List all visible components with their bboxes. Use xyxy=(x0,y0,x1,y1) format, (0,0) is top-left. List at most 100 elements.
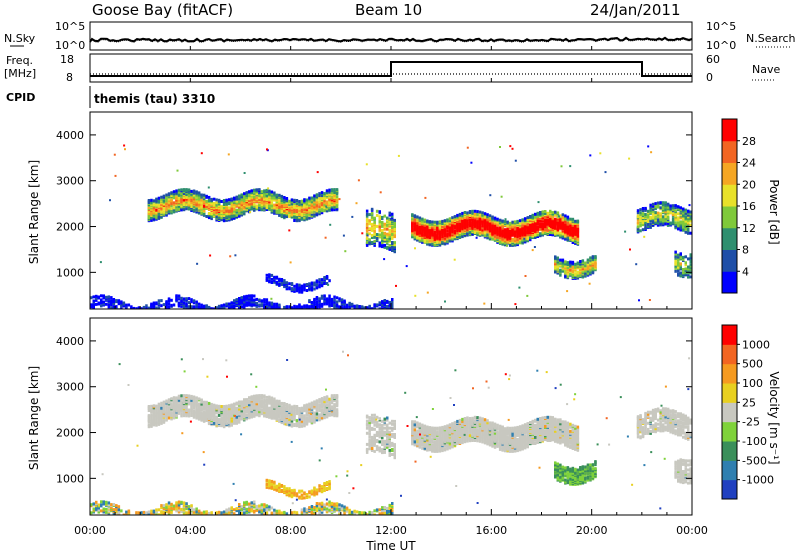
velocity-cell xyxy=(215,415,218,419)
power-cell xyxy=(661,219,665,223)
velocity-cell xyxy=(165,404,168,408)
power-cell xyxy=(431,242,434,246)
velocity-cell xyxy=(155,419,158,423)
velocity-cell xyxy=(220,405,223,408)
power-cell xyxy=(458,233,462,236)
power-cell xyxy=(200,205,203,209)
power-cell xyxy=(379,309,382,312)
power-cell xyxy=(513,220,517,224)
power-cell xyxy=(197,191,201,195)
nave-tick-bottom: 0 xyxy=(706,71,713,84)
power-cell xyxy=(448,229,452,233)
power-cell xyxy=(260,299,264,303)
power-cell xyxy=(376,312,379,315)
power-cell xyxy=(679,208,682,212)
power-cell xyxy=(205,312,208,315)
power-cell xyxy=(286,309,289,312)
power-cell xyxy=(308,196,311,200)
power-cell xyxy=(273,210,276,214)
power-cell xyxy=(202,199,206,203)
velocity-cell xyxy=(240,409,243,413)
power-colorbar-label: Power [dB] xyxy=(767,179,781,244)
power-cell xyxy=(679,206,682,210)
power-cell xyxy=(493,234,497,238)
power-cell xyxy=(383,214,386,218)
power-cell xyxy=(338,198,341,201)
power-cell xyxy=(370,241,374,244)
freq-tick-bottom: 8 xyxy=(66,71,73,84)
power-cell xyxy=(320,302,324,306)
power-cell xyxy=(250,206,253,210)
velocity-cell xyxy=(182,394,186,398)
velocity-cell xyxy=(180,394,183,398)
power-cell xyxy=(303,198,306,202)
power-cell xyxy=(315,283,319,287)
power-cell xyxy=(677,205,680,209)
power-cell xyxy=(155,197,158,201)
power-cell xyxy=(313,194,316,198)
power-cell xyxy=(335,300,339,304)
power-cell xyxy=(250,297,253,301)
power-cell xyxy=(190,305,193,309)
power-cell xyxy=(508,242,512,246)
power-cell xyxy=(245,301,248,305)
power-cell xyxy=(355,202,358,205)
power-cell xyxy=(253,197,256,201)
power-cell xyxy=(187,200,191,204)
power-cell xyxy=(682,220,685,224)
velocity-cell xyxy=(235,411,238,415)
power-cell xyxy=(197,204,201,208)
power-cell xyxy=(561,269,565,273)
power-cell xyxy=(518,225,522,229)
date-title: 24/Jan/2011 xyxy=(590,1,681,19)
power-cell xyxy=(140,307,143,309)
power-cell xyxy=(212,212,216,216)
power-cell xyxy=(290,287,294,291)
power-cell xyxy=(157,306,161,309)
power-cell xyxy=(207,305,211,309)
power-cell xyxy=(549,209,552,213)
power-cell xyxy=(381,235,384,238)
power-cell xyxy=(383,302,386,305)
noise-panel-frame xyxy=(89,21,693,51)
power-cell xyxy=(148,311,151,314)
power-cell xyxy=(323,192,326,196)
power-cell xyxy=(323,201,326,205)
power-cell xyxy=(228,198,231,202)
power-cell xyxy=(674,256,677,260)
power-cell xyxy=(453,218,457,222)
velocity-cell xyxy=(248,414,251,418)
power-cell xyxy=(318,200,321,204)
power-cell xyxy=(187,203,191,207)
noise-left-tick-bottom: 10^0 xyxy=(55,39,85,52)
power-cell xyxy=(588,282,591,285)
velocity-cell xyxy=(187,396,191,400)
power-cell xyxy=(679,213,682,217)
power-cell xyxy=(205,194,208,198)
power-cell xyxy=(473,219,477,223)
power-cell xyxy=(441,240,444,244)
power-cell xyxy=(674,209,677,213)
power-cell xyxy=(414,247,416,250)
power-cell xyxy=(133,311,136,314)
power-cell xyxy=(638,299,640,302)
power-cell xyxy=(280,282,284,285)
power-cell xyxy=(293,304,296,308)
power-cell xyxy=(476,210,479,214)
velocity-cell xyxy=(182,409,186,413)
power-cell xyxy=(451,235,454,239)
power-cell xyxy=(303,312,306,315)
power-cell xyxy=(687,257,690,261)
velocity-cell xyxy=(202,410,206,414)
power-cell xyxy=(548,227,550,230)
power-cell xyxy=(187,198,191,202)
power-cell xyxy=(293,198,296,202)
velocity-cell xyxy=(182,397,186,401)
power-cell xyxy=(426,227,429,231)
power-cell xyxy=(521,238,524,242)
velocity-cell xyxy=(222,420,226,424)
power-cell xyxy=(240,193,243,197)
power-cell xyxy=(234,254,237,257)
power-cell xyxy=(260,207,264,211)
